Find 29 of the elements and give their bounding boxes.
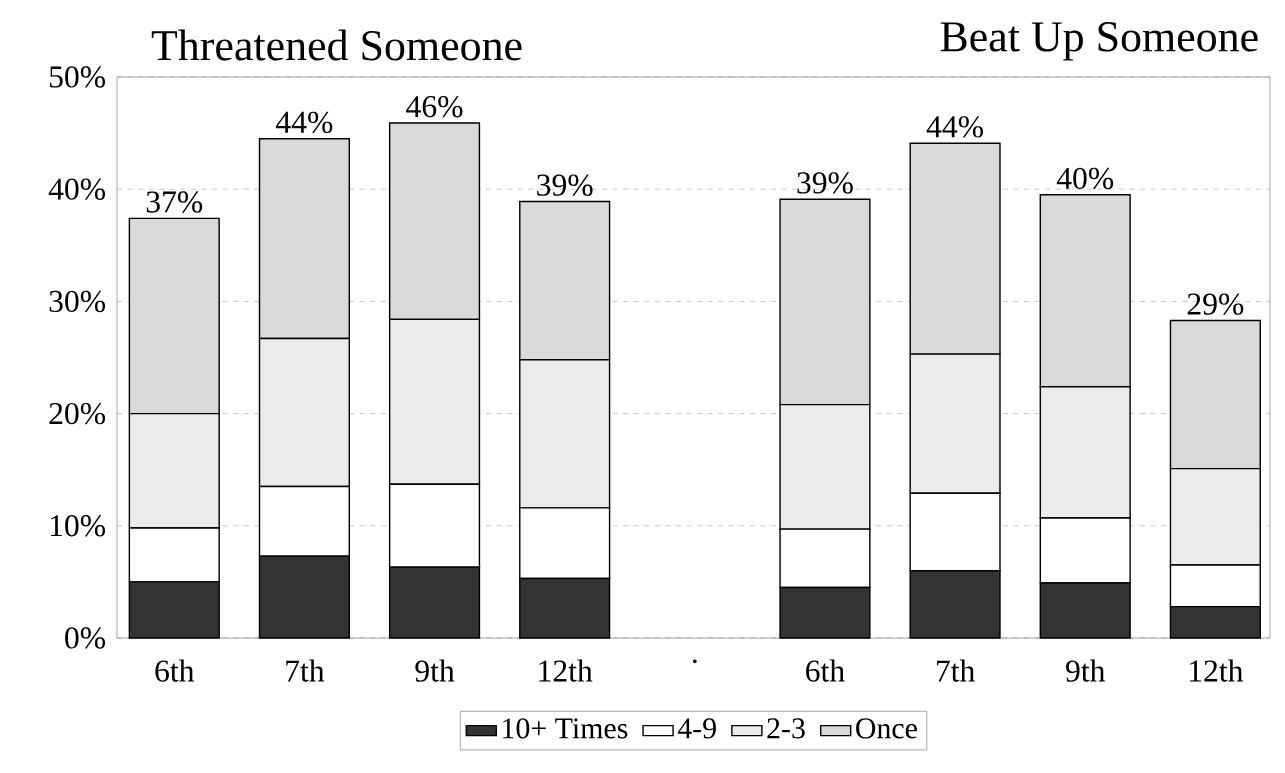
x-tick-label: 6th [806,659,845,682]
total-label: 40% [1056,167,1114,190]
total-label: 39% [537,174,593,196]
total-label: 44% [276,111,333,134]
y-tick-label: 0% [65,627,106,649]
legend-label: 10+ Times [503,718,628,739]
text: Beat Up Someone [940,22,1258,61]
x-tick-label: 9th [415,659,455,682]
x-tick-label: . [692,659,697,664]
total-label: 37% [146,191,203,213]
x-tick-label: 12th [1190,659,1244,682]
x-tick-label: 9th [1066,659,1106,682]
y-tick-label: 50% [49,66,106,88]
y-tick-label: 10% [50,515,106,537]
y-tick-label: 20% [49,402,106,425]
total-label: 39% [797,172,853,194]
total-label: 29% [1187,293,1244,315]
x-tick-label: 12th [539,659,593,682]
y-tick-label: 40% [48,178,106,200]
total-label: 46% [406,95,463,118]
y-tick-label: 30% [49,290,106,313]
total-label: 44% [926,116,983,138]
x-tick-label: 7th [286,659,325,682]
x-tick-label: 6th [155,659,195,682]
text: Threatened Someone [151,29,522,61]
legend-label: 2-3 [767,718,805,739]
legend-label: Once [856,718,917,739]
legend-label: 4-9 [677,718,716,739]
x-tick-label: 7th [936,659,975,682]
